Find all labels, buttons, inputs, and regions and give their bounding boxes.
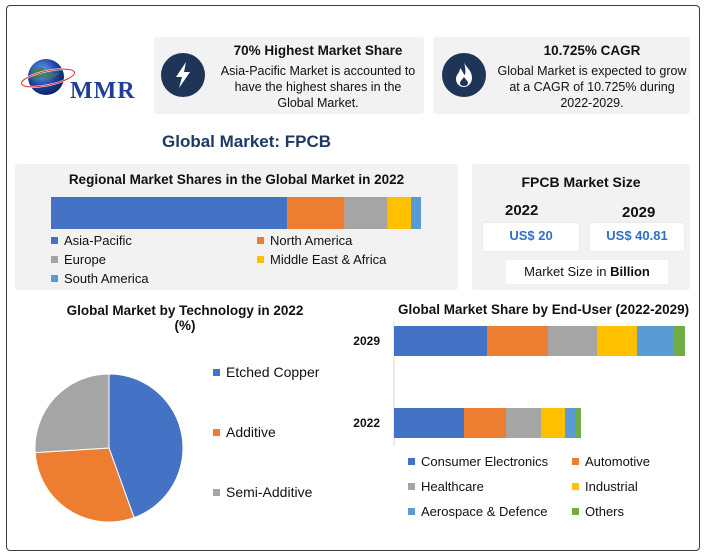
bar-segment	[506, 408, 541, 438]
market-size-unit-label: Market Size in Billion	[506, 260, 668, 284]
legend-label: Industrial	[585, 479, 638, 494]
legend-item: Industrial	[572, 479, 638, 494]
bar-segment	[394, 326, 487, 356]
legend-swatch	[572, 458, 579, 465]
legend-label: South America	[64, 271, 149, 286]
pie-slice	[34, 447, 135, 523]
legend-item: Aerospace & Defence	[408, 504, 547, 519]
legend-swatch	[257, 256, 264, 263]
legend-swatch	[51, 275, 58, 282]
year-2029-label: 2029	[622, 204, 656, 221]
enduser-chart-title: Global Market Share by End-User (2022-20…	[398, 302, 690, 317]
bar-segment	[673, 326, 685, 356]
legend-item: Europe	[51, 252, 106, 267]
category-label: 2029	[353, 334, 380, 348]
legend-swatch	[213, 368, 220, 376]
legend-swatch	[51, 256, 58, 263]
legend-item: Additive	[213, 424, 276, 440]
logo: MMR	[16, 50, 146, 110]
pie-slice	[34, 373, 110, 454]
logo-text: MMR	[70, 78, 136, 104]
value-2029: US$ 40.81	[590, 223, 684, 251]
legend-label: Additive	[226, 424, 276, 440]
legend-swatch	[257, 237, 264, 244]
legend-item: Middle East & Africa	[257, 252, 386, 267]
highlight-card-market-share: 70% Highest Market Share Asia-Pacific Ma…	[154, 37, 424, 114]
card-title: 10.725% CAGR	[543, 43, 641, 58]
technology-pie-chart	[34, 373, 184, 523]
legend-item: Automotive	[572, 454, 650, 469]
unit-prefix: Market Size in	[524, 264, 611, 279]
card-title: 70% Highest Market Share	[233, 43, 403, 58]
globe-icon	[20, 59, 76, 95]
bar-segment	[541, 408, 565, 438]
legend-label: Healthcare	[421, 479, 484, 494]
legend-swatch	[408, 508, 415, 515]
legend-swatch	[51, 237, 58, 244]
legend-swatch	[213, 428, 220, 436]
regional-chart-title: Regional Market Shares in the Global Mar…	[68, 172, 405, 187]
legend-label: Others	[585, 504, 625, 519]
legend-item: Semi-Additive	[213, 484, 312, 500]
market-size-panel: FPCB Market Size 2022 2029 US$ 20 US$ 40…	[472, 164, 690, 290]
legend-label: Aerospace & Defence	[421, 504, 548, 519]
enduser-bar-chart: 2029 2022	[353, 322, 685, 446]
legend-label: Semi-Additive	[226, 484, 313, 500]
highlight-card-cagr: 10.725% CAGR Global Market is expected t…	[433, 37, 690, 114]
legend-swatch	[408, 483, 415, 490]
legend-label: Middle East & Africa	[270, 252, 387, 267]
enduser-section: Global Market Share by End-User (2022-20…	[340, 296, 695, 546]
legend-swatch	[213, 488, 220, 496]
bar-segment	[487, 326, 548, 356]
legend-label: Etched Copper	[226, 364, 320, 380]
bar-segment	[565, 408, 576, 438]
legend-item: Etched Copper	[213, 364, 319, 380]
bar-segment	[287, 197, 345, 229]
bar-segment	[464, 408, 506, 438]
legend-item: Consumer Electronics	[408, 454, 548, 469]
legend-item: Healthcare	[408, 479, 484, 494]
legend-item: North America	[257, 233, 352, 248]
bar-segment	[548, 326, 597, 356]
legend-swatch	[572, 508, 579, 515]
technology-chart-title: Global Market by Technology in 2022 (%)	[66, 303, 304, 333]
bar-segment	[597, 326, 637, 356]
value-2022: US$ 20	[483, 223, 579, 251]
legend-label: Consumer Electronics	[421, 454, 549, 469]
pie-slice	[108, 373, 184, 519]
bar-segment	[387, 197, 412, 229]
technology-section: Global Market by Technology in 2022 (%) …	[15, 296, 385, 546]
legend-item: Asia-Pacific	[51, 233, 132, 248]
legend-item: South America	[51, 271, 149, 286]
bar-segment	[576, 408, 581, 438]
card-body: Asia-Pacific Market is accounted to have…	[220, 64, 416, 110]
regional-share-panel: Regional Market Shares in the Global Mar…	[15, 164, 458, 290]
regional-bar-chart	[51, 197, 421, 229]
card-body: Global Market is expected to grow at a C…	[497, 64, 687, 110]
year-2022-label: 2022	[505, 202, 539, 219]
legend-swatch	[572, 483, 579, 490]
bar-segment	[51, 197, 288, 229]
legend-item: Others	[572, 504, 624, 519]
lightning-icon	[161, 53, 205, 97]
unit-bold: Billion	[610, 264, 650, 279]
bar-segment	[394, 408, 464, 438]
market-size-title: FPCB Market Size	[521, 174, 641, 190]
flame-icon	[442, 53, 486, 97]
legend-label: North America	[270, 233, 353, 248]
bar-segment	[411, 197, 421, 229]
legend-label: Automotive	[585, 454, 651, 469]
legend-label: Europe	[64, 252, 106, 267]
category-label: 2022	[353, 416, 380, 430]
legend-label: Asia-Pacific	[64, 233, 132, 248]
bar-segment	[637, 326, 673, 356]
legend-swatch	[408, 458, 415, 465]
page-title: Global Market: FPCB	[162, 132, 332, 151]
bar-segment	[344, 197, 388, 229]
